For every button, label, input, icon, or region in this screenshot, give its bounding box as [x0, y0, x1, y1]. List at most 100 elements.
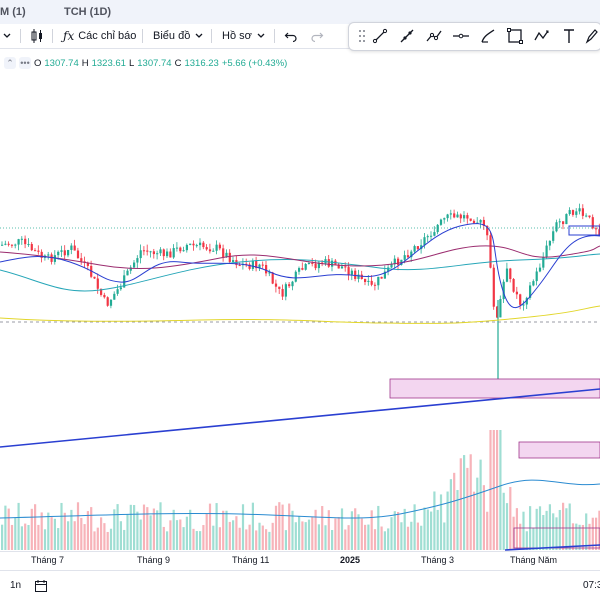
volume-bar: [212, 525, 215, 550]
candle-body: [225, 252, 228, 258]
candle-body: [192, 243, 195, 246]
candle-body: [34, 250, 37, 252]
indicators-button[interactable]: ƒx Các chỉ báo: [63, 27, 136, 45]
candle-body: [24, 238, 27, 245]
volume-bar: [47, 512, 50, 550]
volume-bar: [30, 508, 33, 550]
volume-ma-line: [0, 479, 600, 519]
pen-icon[interactable]: [583, 27, 600, 45]
volume-bar: [558, 509, 561, 550]
tab-symbol-2[interactable]: TCH (1D): [64, 6, 112, 18]
time-axis[interactable]: [0, 551, 600, 570]
fx-icon: ƒx: [63, 29, 75, 43]
profile-menu-button[interactable]: Hồ sơ: [222, 27, 266, 45]
candle-body: [47, 254, 50, 256]
price-chart[interactable]: [0, 70, 600, 551]
zone-box-upper[interactable]: [518, 441, 600, 459]
ray-icon[interactable]: [398, 27, 416, 45]
candle-body: [113, 293, 116, 300]
volume-bar: [591, 517, 594, 550]
candle-body: [545, 245, 548, 258]
trend-line-icon[interactable]: [371, 27, 389, 45]
volume-bar: [463, 455, 466, 550]
more-icon[interactable]: •••: [19, 57, 31, 69]
collapse-icon[interactable]: ⌃: [4, 57, 16, 69]
candle-body: [469, 218, 472, 221]
candle-body: [238, 265, 241, 267]
candle-body: [169, 251, 172, 258]
volume-bar: [324, 525, 327, 550]
candle-body: [133, 262, 136, 268]
volume-bar: [96, 527, 99, 550]
chart-menu-button[interactable]: Biểu đồ: [153, 27, 204, 45]
volume-bar: [499, 430, 502, 550]
trend-line-long[interactable]: [0, 388, 600, 448]
highlight-box[interactable]: [568, 225, 600, 236]
volume-bar: [585, 513, 588, 550]
volume-bar: [80, 517, 83, 550]
candle-body: [555, 222, 558, 232]
volume-bar: [548, 504, 551, 550]
volume-bar: [274, 505, 278, 550]
volume-bar: [489, 430, 492, 550]
volume-bar: [472, 491, 476, 550]
volume-bar: [90, 507, 93, 550]
volume-bar: [334, 518, 337, 550]
volume-bar: [307, 519, 311, 550]
candle-body: [179, 247, 182, 252]
volume-bar: [166, 531, 169, 550]
undo-button[interactable]: [284, 27, 298, 45]
candle-body: [76, 250, 80, 259]
volume-bar: [50, 517, 53, 550]
volume-bar: [265, 529, 268, 550]
volume-bar: [502, 492, 505, 550]
candle-body: [595, 228, 598, 230]
extended-line-icon[interactable]: [425, 27, 443, 45]
volume-bar: [278, 502, 281, 550]
trend-line-volume[interactable]: [504, 544, 600, 551]
drag-handle-icon[interactable]: [353, 27, 371, 45]
tab-symbol-1[interactable]: M (1): [0, 6, 26, 18]
candle-body: [433, 232, 436, 236]
volume-bar: [60, 502, 63, 550]
candle-body: [261, 264, 264, 266]
volume-bar: [373, 529, 377, 550]
volume-bar: [555, 517, 558, 550]
volume-bar: [238, 527, 241, 550]
volume-bar: [83, 524, 86, 550]
volume-bar: [370, 510, 373, 550]
volume-bar: [413, 504, 416, 550]
horizontal-line-icon[interactable]: [452, 27, 470, 45]
rectangle-icon[interactable]: [506, 27, 524, 45]
pattern-icon[interactable]: [533, 27, 551, 45]
candle-body: [199, 242, 202, 246]
candle-body: [265, 264, 268, 274]
volume-bar: [426, 509, 429, 550]
candle-style-icon[interactable]: [30, 27, 44, 45]
volume-bar: [73, 521, 76, 550]
volume-bar: [291, 510, 294, 550]
support-zone-box[interactable]: [389, 378, 600, 399]
volume-bar: [70, 509, 73, 550]
candle-body: [509, 268, 512, 279]
candle-body: [575, 211, 578, 215]
candle-body: [443, 218, 446, 220]
volume-bar: [562, 502, 565, 550]
volume-bar: [248, 524, 251, 550]
text-icon[interactable]: [560, 27, 578, 45]
chevron-down-icon[interactable]: [2, 27, 12, 45]
volume-bar: [63, 512, 66, 550]
brush-icon[interactable]: [479, 27, 497, 45]
calendar-icon[interactable]: [34, 579, 48, 593]
volume-bar: [466, 467, 469, 550]
candle-body: [337, 264, 340, 269]
volume-bar: [492, 430, 495, 550]
volume-bar: [205, 513, 208, 550]
candle-body: [100, 288, 103, 295]
volume-bar: [403, 508, 406, 550]
volume-bar: [393, 511, 396, 550]
redo-button[interactable]: [310, 27, 324, 45]
candle-body: [86, 262, 89, 266]
interval-button[interactable]: 1n: [10, 580, 22, 591]
volume-bar: [281, 504, 284, 550]
